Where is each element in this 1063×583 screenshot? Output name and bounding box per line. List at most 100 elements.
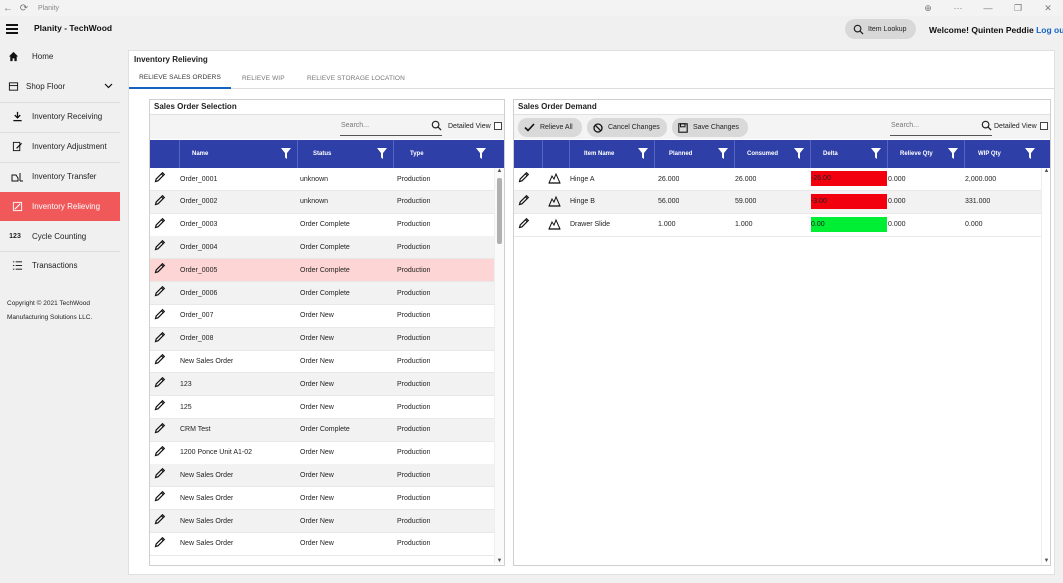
edit-pencil-icon[interactable]	[154, 467, 166, 481]
column-header-planned[interactable]: Planned	[655, 140, 735, 168]
table-row[interactable]: Order_008 Order New Production	[150, 327, 494, 351]
minimize-icon[interactable]: —	[983, 3, 993, 13]
column-header-relieve-qty[interactable]: Relieve Qty	[888, 140, 965, 168]
edit-pencil-icon[interactable]	[154, 399, 166, 413]
edit-pencil-icon[interactable]	[154, 513, 166, 527]
column-header-type[interactable]: Type	[394, 140, 492, 168]
sidebar-item-inventory-adjustment[interactable]: Inventory Adjustment	[0, 132, 120, 161]
table-row[interactable]: 1200 Ponce Unit A1-02 Order New Production	[150, 442, 494, 465]
relieve-qty-cell[interactable]: 0.000	[888, 198, 906, 206]
filter-icon[interactable]	[1025, 148, 1035, 159]
refresh-icon[interactable]: ⟳	[19, 2, 29, 14]
tab-relieve-wip[interactable]: RELIEVE WIP	[242, 67, 285, 89]
filter-icon[interactable]	[718, 148, 728, 159]
filter-icon[interactable]	[871, 148, 881, 159]
edit-pencil-icon[interactable]	[154, 445, 166, 459]
edit-pencil-icon[interactable]	[154, 194, 166, 208]
sidebar-item-shop-floor[interactable]: Shop Floor	[0, 72, 120, 101]
edit-pencil-icon[interactable]	[154, 285, 166, 299]
sidebar-item-inventory-relieving[interactable]: Inventory Relieving	[0, 192, 120, 221]
zoom-icon[interactable]: ⊕	[924, 2, 932, 13]
close-icon[interactable]: ✕	[1044, 2, 1052, 13]
edit-pencil-icon[interactable]	[154, 490, 166, 504]
table-row[interactable]: Hinge B 56.000 59.000 -3.00 0.000 331.000	[514, 190, 1041, 214]
column-header-wip-qty[interactable]: WIP Qty	[965, 140, 1041, 168]
filter-icon[interactable]	[476, 148, 486, 159]
edit-pencil-icon[interactable]	[518, 194, 530, 208]
filter-icon[interactable]	[638, 148, 648, 159]
table-row[interactable]: Hinge A 26.000 26.000 -26.00 0.000 2,000.000	[514, 168, 1041, 191]
scroll-down-icon[interactable]: ▼	[1043, 558, 1050, 564]
edit-pencil-icon[interactable]	[518, 217, 530, 231]
edit-pencil-icon[interactable]	[154, 239, 166, 253]
sidebar-item-inventory-receiving[interactable]: Inventory Receiving	[0, 102, 120, 131]
logout-link[interactable]: Log out	[1036, 25, 1063, 35]
column-header-delta[interactable]: Delta	[811, 140, 888, 168]
table-row[interactable]: Order_0003 Order Complete Production	[150, 214, 494, 237]
sidebar-item-inventory-transfer[interactable]: Inventory Transfer	[0, 162, 120, 191]
edit-pencil-icon[interactable]	[154, 171, 166, 185]
filter-icon[interactable]	[377, 148, 387, 159]
table-row[interactable]: Order_0006 Order Complete Production	[150, 282, 494, 305]
table-row[interactable]: Order_0001 unknown Production	[150, 168, 494, 191]
search-input[interactable]: Search...	[340, 119, 442, 136]
column-header-name[interactable]: Name	[180, 140, 298, 168]
scrollbar-thumb[interactable]	[497, 178, 502, 244]
filter-icon[interactable]	[948, 148, 958, 159]
edit-pencil-icon[interactable]	[154, 536, 166, 550]
edit-pencil-icon[interactable]	[518, 171, 530, 185]
tab-relieve-storage-location[interactable]: RELIEVE STORAGE LOCATION	[307, 67, 405, 89]
edit-pencil-icon[interactable]	[154, 331, 166, 345]
edit-pencil-icon[interactable]	[154, 376, 166, 390]
column-header-status[interactable]: Status	[298, 140, 394, 168]
column-header-consumed[interactable]: Consumed	[735, 140, 811, 168]
table-row[interactable]: 123 Order New Production	[150, 373, 494, 397]
table-row[interactable]: Order_0005 Order Complete Production	[150, 259, 494, 283]
detailed-view-toggle[interactable]: Detailed View	[448, 122, 502, 130]
table-row[interactable]: Order_0004 Order Complete Production	[150, 236, 494, 260]
search-input[interactable]: Search...	[890, 119, 992, 136]
sidebar-item-home[interactable]: Home	[0, 42, 120, 71]
cancel-changes-button[interactable]: Cancel Changes	[587, 118, 667, 137]
item-lookup-button[interactable]: Item Lookup	[845, 19, 916, 39]
edit-pencil-icon[interactable]	[154, 353, 166, 367]
table-row[interactable]: 125 Order New Production	[150, 396, 494, 419]
table-row[interactable]: Order_007 Order New Production	[150, 305, 494, 328]
more-icon[interactable]: ···	[953, 3, 963, 13]
tab-relieve-sales-orders[interactable]: RELIEVE SALES ORDERS	[129, 67, 231, 89]
vertical-scrollbar[interactable]: ▲ ▼	[494, 168, 504, 564]
sidebar-item-transactions[interactable]: Transactions	[0, 251, 120, 280]
table-row[interactable]: New Sales Order Order New Production	[150, 533, 494, 556]
table-row[interactable]: New Sales Order Order New Production	[150, 510, 494, 533]
delta-cell: -26.00	[811, 171, 887, 186]
vertical-scrollbar[interactable]: ▲ ▼	[1041, 168, 1050, 564]
filter-icon[interactable]	[794, 148, 804, 159]
edit-pencil-icon[interactable]	[154, 262, 166, 276]
edit-pencil-icon[interactable]	[154, 308, 166, 322]
detailed-view-toggle[interactable]: Detailed View	[994, 122, 1048, 130]
edit-pencil-icon[interactable]	[154, 422, 166, 436]
edit-pencil-icon[interactable]	[154, 217, 166, 231]
detailed-view-checkbox[interactable]	[1039, 122, 1048, 130]
restore-icon[interactable]: ❐	[1013, 2, 1023, 13]
table-row[interactable]: Order_0002 unknown Production	[150, 190, 494, 214]
back-icon[interactable]: ←	[3, 2, 13, 14]
scroll-up-icon[interactable]: ▲	[1043, 168, 1050, 174]
table-row[interactable]: New Sales Order Order New Production	[150, 487, 494, 511]
sidebar-item-cycle-counting[interactable]: 123 Cycle Counting	[0, 222, 120, 251]
scroll-up-icon[interactable]: ▲	[496, 168, 503, 174]
save-changes-button[interactable]: Save Changes	[672, 118, 748, 137]
filter-icon[interactable]	[281, 148, 291, 159]
table-row[interactable]: New Sales Order Order New Production	[150, 350, 494, 374]
relieve-qty-cell[interactable]: 0.000	[888, 175, 906, 183]
column-header-item-name[interactable]: Item Name	[570, 140, 655, 168]
scroll-down-icon[interactable]: ▼	[496, 558, 503, 564]
detailed-view-checkbox[interactable]	[493, 122, 502, 130]
relieve-qty-cell[interactable]: 0.000	[888, 221, 906, 229]
table-row[interactable]: CRM Test Order Complete Production	[150, 418, 494, 442]
relieve-all-button[interactable]: Relieve All	[518, 118, 582, 137]
chevron-down-icon[interactable]	[104, 82, 113, 91]
table-row[interactable]: Drawer Slide 1.000 1.000 0.00 0.000 0.000	[514, 214, 1041, 237]
table-row[interactable]: New Sales Order Order New Production	[150, 464, 494, 488]
hamburger-menu-icon[interactable]	[6, 24, 18, 34]
